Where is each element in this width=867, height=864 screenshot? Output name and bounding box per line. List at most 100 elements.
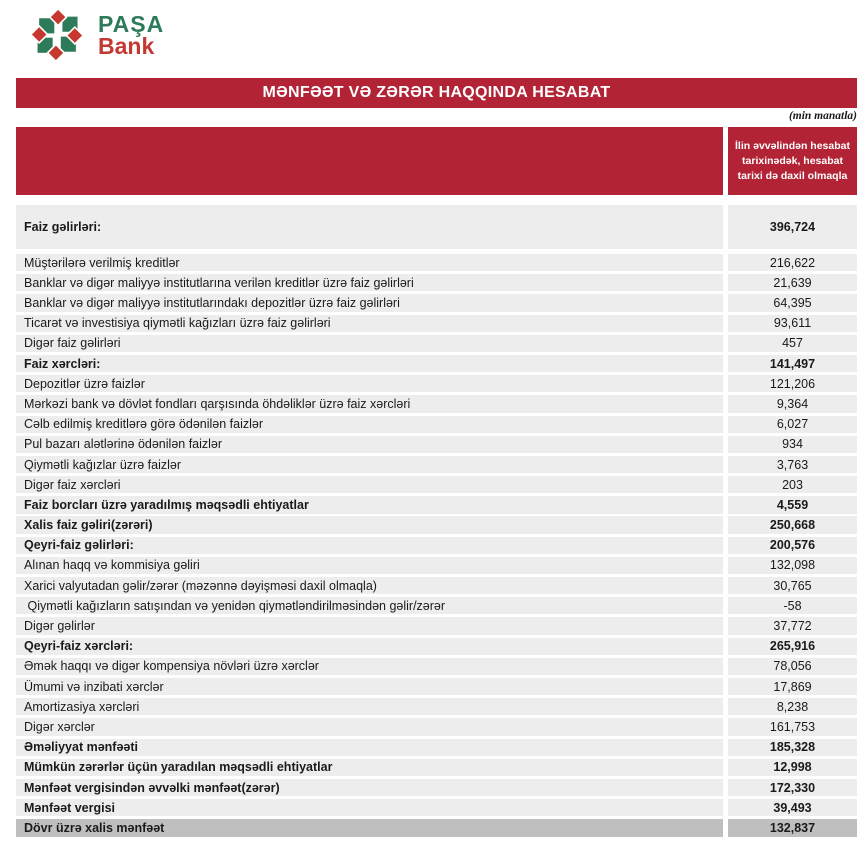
table-row: Mərkəzi bank və dövlət fondları qarşısın… <box>16 395 857 413</box>
table-row: Xarici valyutadan gəlir/zərər (məzənnə d… <box>16 577 857 595</box>
logo-text-bank: Bank <box>98 33 155 59</box>
row-value: 30,765 <box>728 577 857 595</box>
row-label: Qiymətli kağızların satışından və yenidə… <box>16 597 723 615</box>
table-row: Müştərilərə verilmiş kreditlər 216,622 <box>16 254 857 272</box>
table-row: Xalis faiz gəliri(zərəri) 250,668 <box>16 516 857 534</box>
table-row: Ticarət və investisiya qiymətli kağızlar… <box>16 314 857 332</box>
table-row: Qeyri-faiz gəlirləri: 200,576 <box>16 536 857 554</box>
logo-text-pasa: PAŞA <box>98 11 165 37</box>
row-value: 250,668 <box>728 516 857 534</box>
table-row: Dövr üzrə xalis mənfəət 132,837 <box>16 819 857 838</box>
period-column-header: İlin əvvəlindən hesabat tarixinədək, hes… <box>728 127 857 195</box>
row-value: 6,027 <box>728 415 857 433</box>
table-row: Digər gəlirlər 37,772 <box>16 617 857 635</box>
table-row: Faiz borcları üzrə yaradılmış məqsədli e… <box>16 496 857 514</box>
table-body: Faiz gəlirləri: 396,724 Müştərilərə veri… <box>16 205 857 838</box>
table-row: Mənfəət vergisindən əvvəlki mənfəət(zərə… <box>16 778 857 797</box>
row-value: 132,837 <box>728 819 857 838</box>
row-value: 265,916 <box>728 637 857 655</box>
unit-note: (min manatla) <box>788 110 857 122</box>
row-value: 3,763 <box>728 455 857 474</box>
table-row: Ümumi və inzibati xərclər 17,869 <box>16 677 857 696</box>
row-label: Ticarət və investisiya qiymətli kağızlar… <box>16 314 723 332</box>
row-value: 203 <box>728 476 857 494</box>
table-header-row: İlin əvvəlindən hesabat tarixinədək, hes… <box>16 127 857 195</box>
row-label: Pul bazarı alətlərinə ödənilən faizlər <box>16 435 723 453</box>
row-value: 37,772 <box>728 617 857 635</box>
row-label: Alınan haqq və kommisiya gəliri <box>16 556 723 575</box>
row-label: Xalis faiz gəliri(zərəri) <box>16 516 723 534</box>
row-label: Faiz xərcləri: <box>16 354 723 373</box>
row-value: 161,753 <box>728 718 857 736</box>
pnl-table: İlin əvvəlindən hesabat tarixinədək, hes… <box>16 127 857 838</box>
table-row: Depozitlər üzrə faizlər 121,206 <box>16 375 857 393</box>
row-label: Digər gəlirlər <box>16 617 723 635</box>
table-row: Mənfəət vergisi 39,493 <box>16 799 857 817</box>
row-label: Cəlb edilmiş kreditlərə görə ödənilən fa… <box>16 415 723 433</box>
row-label: Qeyri-faiz xərcləri: <box>16 637 723 655</box>
row-value: 934 <box>728 435 857 453</box>
row-label: Depozitlər üzrə faizlər <box>16 375 723 393</box>
row-value: 216,622 <box>728 254 857 272</box>
row-value: -58 <box>728 597 857 615</box>
row-value: 21,639 <box>728 274 857 292</box>
table-row: Qeyri-faiz xərcləri: 265,916 <box>16 637 857 655</box>
row-value: 17,869 <box>728 677 857 696</box>
table-row: Banklar və digər maliyyə institutlarına … <box>16 274 857 292</box>
table-row: Digər faiz gəlirləri 457 <box>16 334 857 353</box>
pasha-bank-logo-icon <box>29 8 85 62</box>
report-title: MƏNFƏƏT VƏ ZƏRƏR HAQQINDA HESABAT <box>262 84 611 101</box>
table-row: Qiymətli kağızlar üzrə faizlər 3,763 <box>16 455 857 474</box>
row-label: Digər xərclər <box>16 718 723 736</box>
row-label: Digər faiz xərcləri <box>16 476 723 494</box>
table-row: Digər faiz xərcləri 203 <box>16 476 857 494</box>
row-label: Faiz borcları üzrə yaradılmış məqsədli e… <box>16 496 723 514</box>
row-value: 396,724 <box>728 205 857 249</box>
table-row: Cəlb edilmiş kreditlərə görə ödənilən fa… <box>16 415 857 433</box>
row-label: Qiymətli kağızlar üzrə faizlər <box>16 455 723 474</box>
row-label: Banklar və digər maliyyə institutlarında… <box>16 294 723 312</box>
table-row: Banklar və digər maliyyə institutlarında… <box>16 294 857 312</box>
row-label: Əmək haqqı və digər kompensiya növləri ü… <box>16 657 723 676</box>
row-value: 200,576 <box>728 536 857 554</box>
row-label: Ümumi və inzibati xərclər <box>16 677 723 696</box>
row-value: 132,098 <box>728 556 857 575</box>
table-row: Mümkün zərərlər üçün yaradılan məqsədli … <box>16 758 857 776</box>
row-label: Banklar və digər maliyyə institutlarına … <box>16 274 723 292</box>
table-row: Faiz xərcləri: 141,497 <box>16 354 857 373</box>
table-row: Qiymətli kağızların satışından və yenidə… <box>16 597 857 615</box>
row-value: 4,559 <box>728 496 857 514</box>
row-value: 457 <box>728 334 857 353</box>
row-value: 141,497 <box>728 354 857 373</box>
table-row: Pul bazarı alətlərinə ödənilən faizlər 9… <box>16 435 857 453</box>
row-value: 78,056 <box>728 657 857 676</box>
row-label: Faiz gəlirləri: <box>16 205 723 249</box>
row-label: Mərkəzi bank və dövlət fondları qarşısın… <box>16 395 723 413</box>
logo-wordmark: PAŞA Bank <box>98 11 165 59</box>
row-value: 93,611 <box>728 314 857 332</box>
row-label: Əməliyyat mənfəəti <box>16 738 723 756</box>
row-value: 185,328 <box>728 738 857 756</box>
row-value: 8,238 <box>728 698 857 716</box>
row-label: Mənfəət vergisi <box>16 799 723 817</box>
table-row: Faiz gəlirləri: 396,724 <box>16 205 857 249</box>
table-row: Əmək haqqı və digər kompensiya növləri ü… <box>16 657 857 676</box>
row-label: Mümkün zərərlər üçün yaradılan məqsədli … <box>16 758 723 776</box>
row-value: 12,998 <box>728 758 857 776</box>
row-value: 121,206 <box>728 375 857 393</box>
row-label: Mənfəət vergisindən əvvəlki mənfəət(zərə… <box>16 778 723 797</box>
table-row: Əməliyyat mənfəəti 185,328 <box>16 738 857 756</box>
header-cell-empty <box>16 127 723 195</box>
row-label: Digər faiz gəlirləri <box>16 334 723 353</box>
row-label: Dövr üzrə xalis mənfəət <box>16 819 723 838</box>
table-row: Alınan haqq və kommisiya gəliri 132,098 <box>16 556 857 575</box>
row-label: Qeyri-faiz gəlirləri: <box>16 536 723 554</box>
table-row: Amortizasiya xərcləri 8,238 <box>16 698 857 716</box>
row-label: Amortizasiya xərcləri <box>16 698 723 716</box>
row-label: Müştərilərə verilmiş kreditlər <box>16 254 723 272</box>
row-value: 172,330 <box>728 778 857 797</box>
row-value: 64,395 <box>728 294 857 312</box>
table-row: Digər xərclər 161,753 <box>16 718 857 736</box>
report-title-bar: MƏNFƏƏT VƏ ZƏRƏR HAQQINDA HESABAT <box>16 78 857 108</box>
